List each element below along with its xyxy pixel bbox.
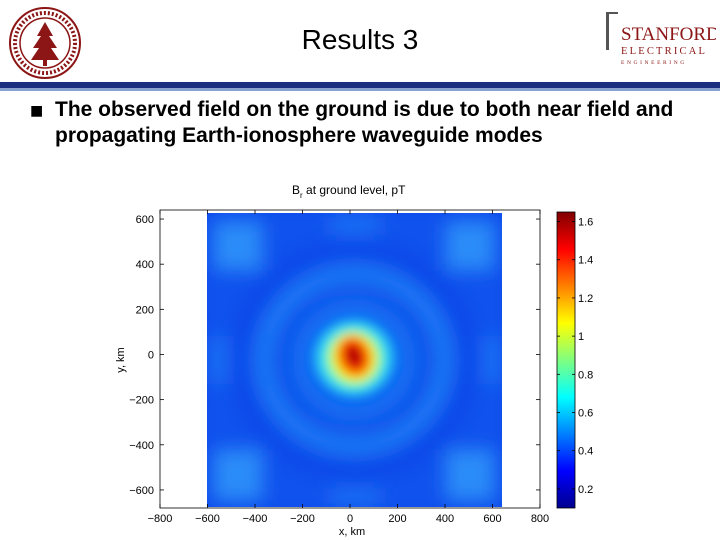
x-tick-label: 200 — [388, 513, 406, 525]
svg-text:STANFORD: STANFORD — [621, 24, 716, 45]
svg-text:ELECTRICAL: ELECTRICAL — [621, 46, 707, 57]
y-tick-label: −600 — [129, 485, 154, 497]
chart-title: Br at ground level, pT — [292, 183, 406, 200]
x-axis-label: x, km — [339, 526, 365, 538]
heatmap-field — [207, 213, 502, 507]
colorbar-tick-label: 1 — [578, 331, 584, 343]
y-tick-label: 600 — [136, 214, 154, 226]
x-tick-label: −400 — [243, 513, 268, 525]
slide-title: Results 3 — [301, 24, 419, 55]
x-tick-label: −200 — [290, 513, 315, 525]
bullet-icon: ■ — [30, 103, 44, 119]
y-tick-label: 400 — [136, 259, 154, 271]
y-axis-label: y, km — [115, 347, 127, 372]
x-tick-label: 400 — [436, 513, 454, 525]
x-axis-ticks: −800 −600 −400 −200 0 200 400 600 800 — [148, 210, 549, 525]
heatmap-figure: Br at ground level, pT — [115, 183, 593, 538]
y-axis-ticks: 600 400 200 0 −200 −400 −600 — [129, 214, 540, 497]
colorbar-tick-label: 0.2 — [578, 484, 593, 496]
header-divider-dark — [0, 82, 720, 88]
header-divider-light — [0, 88, 720, 91]
colorbar-tick-label: 1.4 — [578, 255, 593, 267]
x-tick-label: 600 — [483, 513, 501, 525]
colorbar-tick-label: 1.6 — [578, 217, 593, 229]
x-tick-label: −600 — [195, 513, 220, 525]
svg-text:ENGINEERING: ENGINEERING — [621, 60, 687, 66]
y-tick-label: −200 — [129, 395, 154, 407]
x-tick-label: −800 — [148, 513, 173, 525]
colorbar-tick-label: 0.4 — [578, 446, 593, 458]
y-tick-label: 0 — [148, 349, 154, 361]
colorbar-tick-label: 0.6 — [578, 408, 593, 420]
stanford-seal-logo — [9, 7, 81, 79]
y-tick-label: −400 — [129, 440, 154, 452]
x-tick-label: 800 — [531, 513, 549, 525]
colorbar-ticks: 1.6 1.4 1.2 1 0.8 0.6 0.4 0.2 — [557, 217, 593, 496]
colorbar — [556, 211, 576, 509]
bullet-text: The observed field on the ground is due … — [55, 98, 674, 147]
colorbar-tick-label: 1.2 — [578, 293, 593, 305]
stanford-ee-logo: STANFORD ELECTRICAL ENGINEERING — [606, 12, 716, 66]
colorbar-tick-label: 0.8 — [578, 369, 593, 381]
y-tick-label: 200 — [136, 304, 154, 316]
x-tick-label: 0 — [347, 513, 353, 525]
